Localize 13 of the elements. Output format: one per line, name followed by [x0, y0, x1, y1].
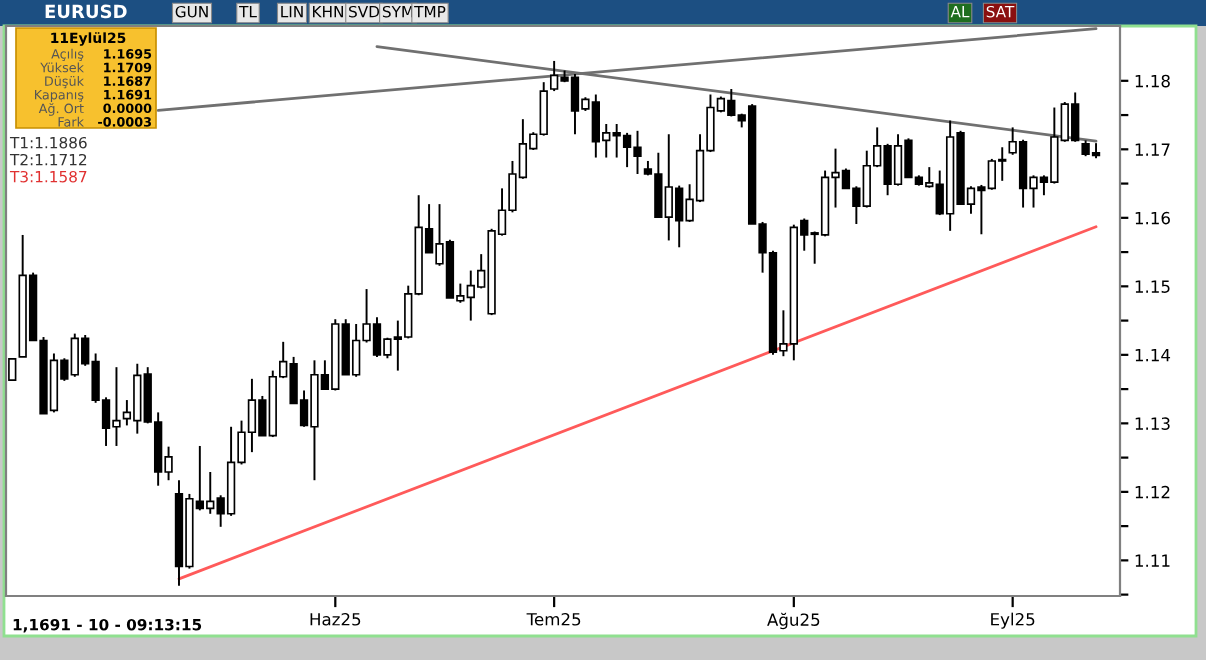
- x-tick-label: Tem25: [526, 612, 581, 626]
- chart-title: EURUSD: [45, 4, 127, 19]
- y-tick-label: 1.14: [1135, 349, 1171, 362]
- x-tick-label: Eyl25: [991, 612, 1035, 629]
- y-tick-label: 1.12: [1135, 485, 1170, 499]
- y-tick-label: 1.17: [1135, 143, 1170, 156]
- y-tick-label: 1.13: [1135, 417, 1170, 430]
- x-tick-label: Ağu25: [767, 612, 820, 630]
- y-tick-label: 1.15: [1135, 280, 1170, 293]
- y-tick-label: 1.16: [1135, 211, 1170, 225]
- y-tick-label: 1.18: [1135, 74, 1170, 88]
- x-tick-label: Haz25: [310, 612, 361, 626]
- y-tick-label: 1.11: [1135, 554, 1170, 567]
